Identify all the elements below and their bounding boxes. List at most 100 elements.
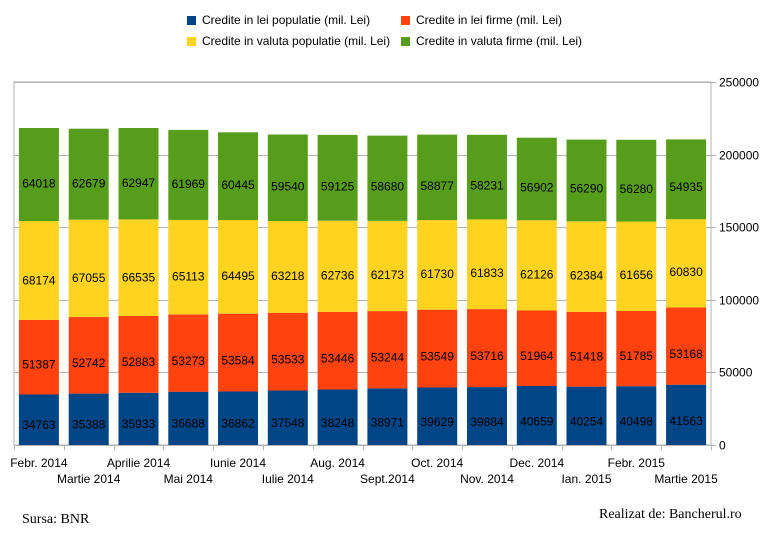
data-label: 58231 [470,179,504,193]
data-label: 61656 [620,268,654,282]
data-label: 35388 [72,417,106,431]
data-label: 64018 [22,177,56,191]
bar-segment [367,311,408,389]
bar-segment [118,316,159,393]
bar-segment [666,384,707,445]
data-label: 62679 [72,176,106,190]
data-label: 59125 [321,179,355,193]
legend-item-series-3: Credite in valuta populatie (mil. Lei) [187,34,390,48]
data-label: 62173 [371,268,405,282]
x-tick-label: Martie 2014 [57,472,121,486]
bar-segment [666,219,707,308]
data-label: 34763 [22,418,56,432]
data-label: 60830 [669,265,703,279]
bar-segment [68,128,109,220]
bar-segment [367,220,408,312]
data-label: 61833 [470,266,504,280]
legend-swatch-2 [401,15,410,25]
data-label: 40498 [620,415,654,429]
bar-segment [267,390,308,445]
bar-segment [317,311,358,390]
bar-segment [267,312,308,391]
data-label: 53584 [221,353,255,367]
data-label: 53533 [271,352,305,366]
bar-segment [317,134,358,221]
data-label: 68174 [22,273,56,287]
bar-segment [666,139,707,220]
bar-segment [118,392,159,445]
y-tick-label: 0 [719,439,726,453]
bar-segment [467,387,507,445]
data-label: 52742 [72,356,106,370]
data-label: 65113 [172,270,205,284]
bar-segment [267,221,308,313]
bar-segment [417,387,458,445]
chart-legend: Credite in lei populatie (mil. Lei) Cred… [0,0,772,60]
bar-segment [118,128,159,220]
data-label: 53273 [172,354,206,368]
bar-segment [566,386,607,445]
data-label: 37548 [271,416,305,430]
x-tick-label: Iunie 2014 [210,456,266,470]
data-label: 51387 [22,358,56,372]
credit-note: Realizat de: Bancherul.ro [599,507,742,522]
data-label: 56902 [520,180,554,194]
data-label: 53716 [470,349,504,363]
data-label: 54935 [669,180,703,194]
bar-segment [18,220,59,320]
x-tick-label: Martie 2015 [654,472,718,486]
data-label: 38971 [371,415,405,429]
data-label: 60445 [221,178,255,192]
data-label: 39629 [421,415,455,429]
bar-segment [616,311,657,387]
source-note: Sursa: BNR [22,512,90,527]
bar-segment [616,139,657,222]
bar-segment [566,139,607,222]
y-tick-label: 150000 [719,221,759,235]
data-label: 51964 [520,349,554,363]
bar-segment [417,134,458,221]
bar-segment [566,221,607,312]
bar-segment [417,220,458,310]
bar-segment [168,129,209,220]
bar-segment [68,393,109,445]
bar-segment [118,219,159,316]
legend-label-4: Credite in valuta firme (mil. Lei) [416,34,583,48]
data-label: 67055 [72,271,106,285]
bar-segment [666,307,707,385]
bar-segment [616,386,657,445]
bar-segment [367,135,408,221]
legend-swatch-3 [187,36,196,46]
data-label: 62384 [570,269,604,283]
y-tick-label: 250000 [719,76,759,90]
data-label: 38248 [321,416,355,430]
bar-segment [566,311,607,387]
bar-segment [516,310,557,386]
legend-item-series-4: Credite in valuta firme (mil. Lei) [401,34,582,48]
y-tick-label: 50000 [719,366,753,380]
data-label: 61969 [172,177,206,191]
data-label: 51785 [620,349,654,363]
bar-segment [516,386,557,445]
bar-segment [616,221,657,311]
data-label: 56290 [570,182,604,196]
bar-segment [68,317,109,394]
bar-segment [516,220,557,311]
bar-segment [218,313,258,392]
x-tick-label: Febr. 2015 [608,456,666,470]
data-label: 53168 [669,347,703,361]
axes: 0 50000 100000 150000 200000 250000 Febr. 2014… [10,76,759,487]
bar-segment [317,220,358,312]
x-tick-label: Aprilie 2014 [107,456,171,470]
data-label: 62126 [520,267,554,281]
data-label: 51418 [570,350,604,364]
bar-segment [168,219,209,315]
x-tick-label: Sept.2014 [360,472,415,486]
data-label: 35933 [122,417,156,431]
bar-segment [168,391,209,445]
bar-segment [168,314,209,392]
legend-swatch-1 [187,15,196,25]
bar-segment [18,128,59,221]
bar-segment [18,394,59,445]
